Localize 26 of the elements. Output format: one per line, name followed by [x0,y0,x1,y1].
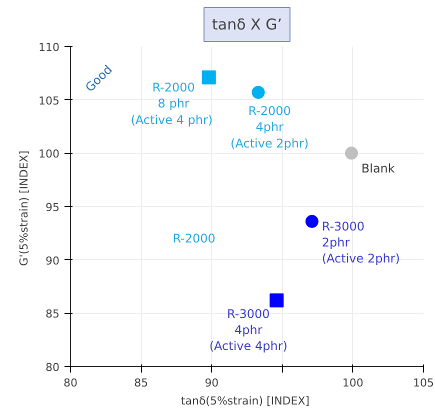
point [252,86,265,99]
series-label: R-2000 8 phr (Active 4 phr) [130,80,213,127]
point [344,146,358,160]
y-tick-label: 100 [38,148,60,161]
y-tick-label: 105 [38,94,60,108]
chart-title: tanδ X G’ [212,16,282,34]
x-tick-label: 100 [342,376,364,390]
x-tick-label: 105 [413,376,434,390]
point [305,214,318,228]
series-label: R-3000 2phr (Active 2phr) [322,219,400,266]
series-label: R-3000 4phr (Active 4phr) [209,306,288,353]
x-tick-label: 85 [134,376,148,390]
text: R-2000 4phr (Active 2phr) [230,104,309,150]
series-label: Blank [361,162,395,176]
y-tick-label: 95 [46,201,60,214]
y-tick-label: 90 [46,254,60,268]
point [270,293,284,308]
point [202,70,216,84]
x-axis-title: tanδ(5%strain) [INDEX] [180,394,310,408]
x-tick-label: 80 [64,376,78,390]
annotation: R-2000 [172,232,216,246]
y-axis-title: G'(5%strain) [INDEX] [18,150,31,266]
y-tick-label: 110 [38,41,60,54]
y-tick-label: 85 [46,308,60,321]
x-tick-label: 90 [204,376,219,390]
y-tick-label: 80 [46,361,60,374]
